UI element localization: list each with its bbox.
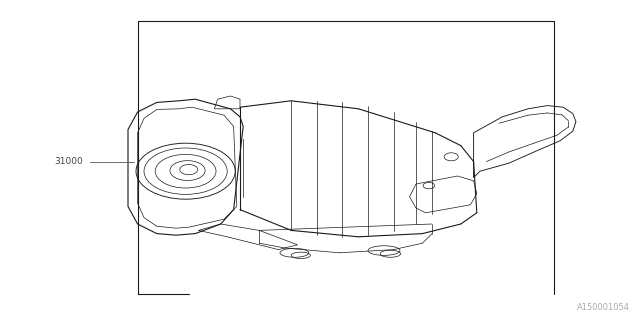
Text: 31000: 31000	[54, 157, 83, 166]
Text: A150001054: A150001054	[577, 303, 630, 312]
